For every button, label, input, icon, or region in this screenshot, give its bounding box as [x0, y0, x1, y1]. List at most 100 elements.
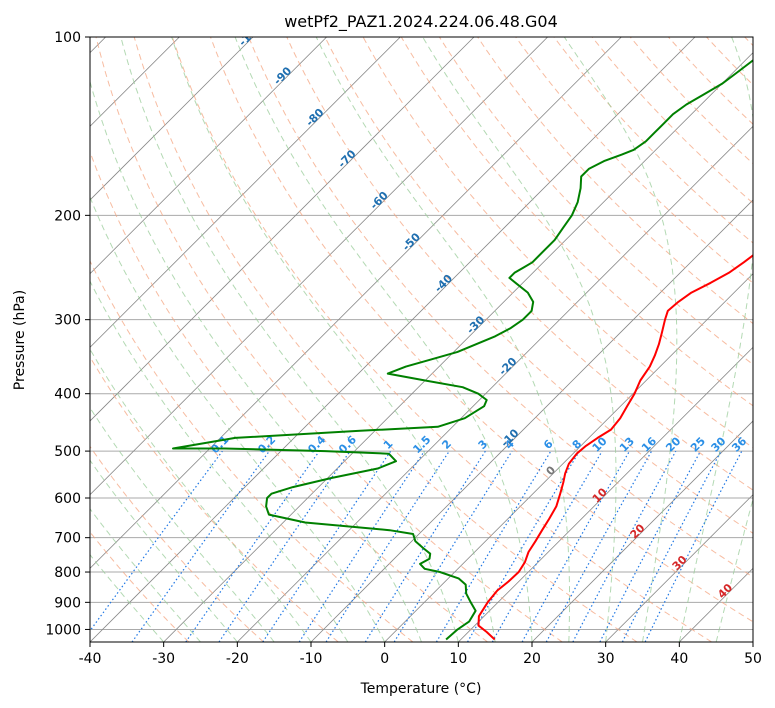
dry-adiabat [515, 37, 753, 284]
dry-adiabat [248, 37, 753, 578]
dewpoint-profile-line [172, 59, 753, 641]
isotherm-label: -40 [432, 272, 455, 295]
y-tick-label: 300 [54, 313, 81, 329]
y-tick-label: 1000 [45, 622, 81, 638]
moist-adiabat [90, 553, 165, 642]
y-axis-label: Pressure (hPa) [12, 290, 28, 390]
x-axis-ticks: -40 -30 -20 -10 0 10 20 30 40 50 [79, 642, 762, 667]
dry-adiabat [210, 37, 753, 623]
mixing-ratio-line [185, 450, 320, 642]
mixing-ratio-label: 2 [439, 437, 454, 452]
x-tick-label: 40 [670, 651, 688, 667]
mixing-ratio-line [298, 450, 425, 642]
isotherm-line [90, 37, 622, 569]
mixing-ratio-line [90, 450, 223, 632]
x-tick-label: -10 [300, 651, 323, 667]
isotherm-label: -60 [368, 189, 391, 212]
dry-adiabat [95, 37, 563, 642]
dry-adiabat [668, 37, 753, 125]
mixing-ratio-line [364, 450, 486, 642]
isotherm-label: -10 [498, 426, 521, 449]
mixing-ratio-line [572, 450, 677, 642]
y-tick-label: 900 [54, 595, 81, 611]
isotherm-label: 40 [715, 581, 735, 601]
y-tick-label: 800 [54, 565, 81, 581]
mixing-ratio-label: 0.1 [208, 433, 231, 456]
x-tick-label: -30 [152, 651, 175, 667]
isotherm-label: -50 [400, 230, 423, 253]
isotherm-line [384, 273, 753, 642]
moist-adiabat [234, 37, 533, 642]
moist-adiabat [90, 508, 201, 642]
isotherm-line [458, 346, 753, 642]
dry-adiabat [591, 37, 753, 204]
isotherm-line [90, 37, 254, 201]
moist-adiabat [90, 459, 238, 642]
plot-frame [89, 36, 754, 643]
dry-adiabat [133, 37, 638, 642]
y-tick-label: 600 [54, 491, 81, 507]
mixing-ratio-line [218, 450, 351, 642]
moist-adiabat [90, 406, 275, 642]
dry-adiabat [553, 37, 753, 244]
moist-adiabat [422, 37, 617, 642]
sounding-series [172, 59, 753, 641]
isotherm-label: -30 [464, 313, 487, 336]
moist-adiabat [715, 497, 753, 642]
y-tick-label: 700 [54, 531, 81, 547]
x-tick-label: 0 [380, 651, 389, 667]
x-tick-label: 10 [449, 651, 467, 667]
mixing-ratio-line [131, 450, 270, 642]
isotherm-line [90, 37, 696, 642]
mixing-ratio-label: 3 [476, 437, 491, 452]
plot-area: 0.1 0.2 0.4 0.6 1 1.5 2 3 4 6 8 10 13 16 20 25 30 36-100-… [90, 20, 753, 642]
temperature-profile-line [477, 254, 753, 641]
isotherm-label: -20 [496, 355, 519, 378]
mixing-ratio-label: 13 [617, 435, 637, 455]
x-tick-label: 20 [523, 651, 541, 667]
isotherm-label: 20 [628, 521, 648, 541]
moist-adiabat [90, 79, 422, 642]
isotherm-line [605, 494, 753, 642]
isotherm-line [752, 641, 753, 642]
dry-adiabat [90, 531, 190, 642]
isotherm-line [90, 37, 548, 496]
isotherm-line [90, 37, 327, 275]
chart-title: wetPf2_PAZ1.2024.224.06.48.G04 [284, 12, 558, 32]
mixing-ratio-line [262, 450, 392, 642]
dry-adiabat [90, 150, 488, 642]
dry-adiabat [324, 37, 753, 491]
moist-adiabat [678, 37, 753, 642]
isotherm-line [163, 52, 753, 642]
x-tick-label: 30 [597, 651, 615, 667]
x-tick-label: -20 [226, 651, 249, 667]
dry-adiabat [744, 37, 753, 47]
y-axis-ticks: 100 200 300 400 500 600 700 800 900 1000 [45, 30, 90, 638]
isotherm-label: -70 [335, 147, 358, 170]
moist-adiabat [90, 348, 312, 642]
moist-adiabat [171, 37, 496, 642]
mixing-ratio-label: 6 [541, 437, 556, 452]
moist-adiabat [90, 280, 349, 642]
mixing-ratio-label: 25 [688, 435, 708, 455]
moist-adiabat [90, 196, 386, 642]
x-tick-label: -40 [79, 651, 102, 667]
dry-adiabats [90, 37, 753, 642]
x-tick-label: 50 [744, 651, 762, 667]
isotherm-label: -90 [271, 64, 294, 87]
dry-adiabat [90, 259, 414, 642]
y-tick-label: 100 [54, 30, 81, 46]
dry-adiabat [706, 37, 753, 86]
isotherm-line [531, 420, 753, 642]
isotherm-label: -100 [236, 20, 265, 49]
dry-adiabat [477, 37, 753, 325]
mixing-ratio-line [644, 450, 743, 642]
moist-adiabat [563, 37, 678, 642]
isotherm-line [90, 37, 475, 422]
isotherm-line [679, 567, 753, 642]
mixing-ratio-label: 0.4 [305, 433, 328, 456]
y-tick-label: 500 [54, 444, 81, 460]
dry-adiabat [90, 445, 264, 642]
mixing-ratio-lines [90, 450, 743, 642]
